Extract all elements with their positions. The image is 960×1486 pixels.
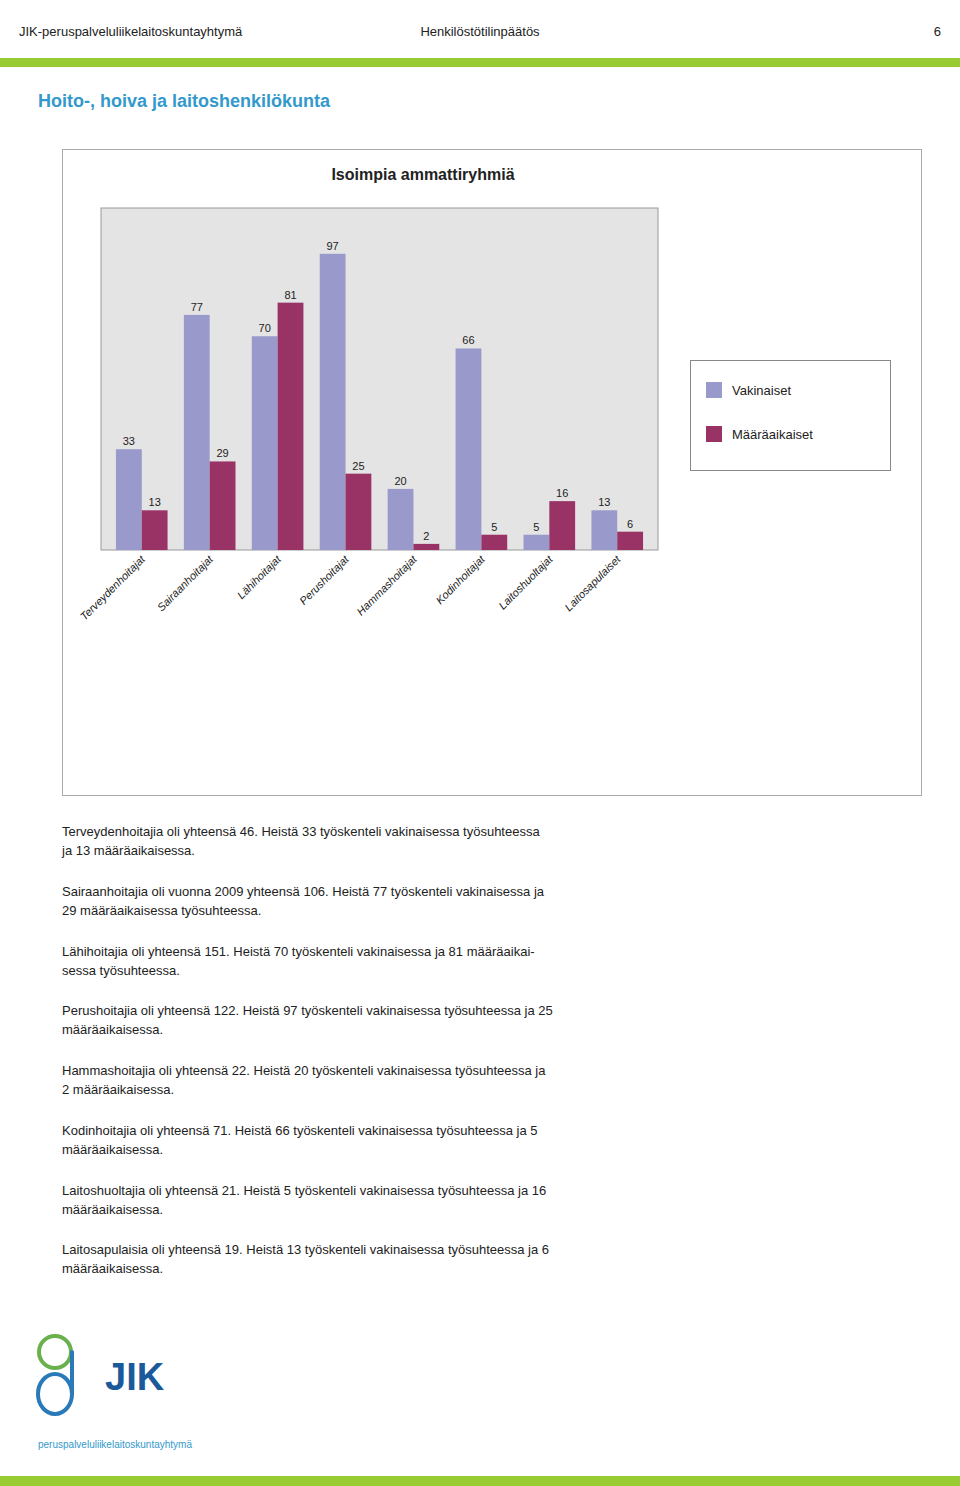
paragraph-line: Laitoshuoltajia oli yhteensä 21. Heistä … xyxy=(62,1183,546,1198)
page-number: 6 xyxy=(934,24,941,39)
bar xyxy=(184,315,210,550)
paragraph: Lähihoitajia oli yhteensä 151. Heistä 70… xyxy=(62,944,535,978)
legend-box xyxy=(691,361,891,471)
bar xyxy=(549,501,575,550)
logo-mark xyxy=(70,1352,74,1394)
bar xyxy=(346,474,372,550)
data-label: 16 xyxy=(556,487,568,499)
paragraph-line: määräaikaisessa. xyxy=(62,1202,163,1217)
x-tick-label: Laitosapulaiset xyxy=(562,552,623,613)
legend-entry: Määräaikaiset xyxy=(732,427,813,442)
bar xyxy=(116,449,142,550)
x-tick-label: Kodinhoitajat xyxy=(433,552,487,606)
bars xyxy=(116,254,643,550)
paragraph-line: Lähihoitajia oli yhteensä 151. Heistä 70… xyxy=(62,944,535,959)
section-title: Hoito-, hoiva ja laitoshenkilökunta xyxy=(38,91,331,111)
x-tick-label: Terveydenhoitajat xyxy=(78,552,148,622)
data-label: 81 xyxy=(284,289,296,301)
legend-entry: Vakinaiset xyxy=(732,383,791,398)
page: JIK-peruspalveluliikelaitoskuntayhtymä He… xyxy=(0,0,960,1486)
footer-text: peruspalveluliikelaitoskuntayhtymä xyxy=(38,1439,192,1450)
data-label: 5 xyxy=(533,521,539,533)
paragraph-line: määräaikaisessa. xyxy=(62,1022,163,1037)
chart-box xyxy=(63,150,922,796)
plot-frame xyxy=(101,208,658,550)
data-label: 6 xyxy=(627,518,633,530)
page-background xyxy=(0,0,960,1486)
bar xyxy=(413,544,439,550)
paragraph: Kodinhoitajia oli yhteensä 71. Heistä 66… xyxy=(62,1123,538,1157)
data-labels: 3377709720665131329812525166 xyxy=(123,240,633,542)
bar xyxy=(481,535,507,550)
paragraph: Hammashoitajia oli yhteensä 22. Heistä 2… xyxy=(62,1063,546,1097)
paragraph-line: Kodinhoitajia oli yhteensä 71. Heistä 66… xyxy=(62,1123,538,1138)
data-label: 77 xyxy=(191,301,203,313)
bar xyxy=(210,461,236,550)
data-label: 25 xyxy=(352,460,364,472)
paragraph-line: sessa työsuhteessa. xyxy=(62,963,180,978)
bar xyxy=(591,510,617,550)
paragraph: Sairaanhoitajia oli vuonna 2009 yhteensä… xyxy=(62,884,545,918)
data-label: 33 xyxy=(123,435,135,447)
paragraph-line: Hammashoitajia oli yhteensä 22. Heistä 2… xyxy=(62,1063,546,1078)
data-label: 29 xyxy=(216,447,228,459)
paragraph: Laitoshuoltajia oli yhteensä 21. Heistä … xyxy=(62,1183,546,1217)
paragraph-line: Perushoitajia oli yhteensä 122. Heistä 9… xyxy=(62,1003,553,1018)
paragraph: Terveydenhoitajia oli yhteensä 46. Heist… xyxy=(61,824,540,858)
paragraph-line: Sairaanhoitajia oli vuonna 2009 yhteensä… xyxy=(62,884,545,899)
x-tick-label: Hammashoitajat xyxy=(354,552,419,617)
x-tick-label: Lähihoitajat xyxy=(235,552,284,601)
legend-swatch xyxy=(706,382,722,398)
bar xyxy=(320,254,346,550)
header-center: Henkilöstötilinpäätös xyxy=(420,24,540,39)
paragraph: Perushoitajia oli yhteensä 122. Heistä 9… xyxy=(62,1003,553,1037)
footer-line xyxy=(0,1476,960,1486)
bar xyxy=(142,510,168,550)
chart-title: Isoimpia ammattiryhmiä xyxy=(331,166,514,183)
bar xyxy=(524,535,550,550)
logo-mark xyxy=(38,1374,72,1414)
paragraph-line: 2 määräaikaisessa. xyxy=(62,1082,174,1097)
paragraph: Laitosapulaisia oli yhteensä 19. Heistä … xyxy=(62,1242,549,1276)
data-label: 13 xyxy=(598,496,610,508)
paragraph-line: ja 13 määräaikaisessa. xyxy=(61,843,195,858)
header-left: JIK-peruspalveluliikelaitoskuntayhtymä xyxy=(19,24,243,39)
data-label: 66 xyxy=(462,334,474,346)
bar xyxy=(278,303,304,550)
x-tick-label: Sairaanhoitajat xyxy=(155,552,216,613)
paragraph-line: määräaikaisessa. xyxy=(62,1142,163,1157)
data-label: 2 xyxy=(423,530,429,542)
data-label: 97 xyxy=(327,240,339,252)
bar xyxy=(252,336,278,550)
paragraph-line: määräaikaisessa. xyxy=(62,1261,163,1276)
paragraph-line: 29 määräaikaisessa työsuhteessa. xyxy=(62,903,261,918)
data-label: 20 xyxy=(394,475,406,487)
bar xyxy=(456,348,482,550)
legend: Vakinaiset Määräaikaiset xyxy=(691,361,891,471)
paragraph-line: Terveydenhoitajia oli yhteensä 46. Heist… xyxy=(62,824,540,839)
paragraph-line: Laitosapulaisia oli yhteensä 19. Heistä … xyxy=(62,1242,549,1257)
logo-mark xyxy=(39,1336,71,1368)
x-tick-label: Perushoitajat xyxy=(297,552,352,607)
bar xyxy=(617,532,643,550)
header-line xyxy=(0,58,960,67)
data-label: 70 xyxy=(259,322,271,334)
logo-text: JIK xyxy=(105,1356,165,1398)
x-tick-label: Laitoshuoltajat xyxy=(496,552,555,611)
logo: JIK peruspalveluliikelaitoskuntayhtymä xyxy=(38,1336,192,1450)
data-label: 5 xyxy=(491,521,497,533)
bar xyxy=(388,489,414,550)
data-label: 13 xyxy=(149,496,161,508)
legend-swatch xyxy=(706,426,722,442)
